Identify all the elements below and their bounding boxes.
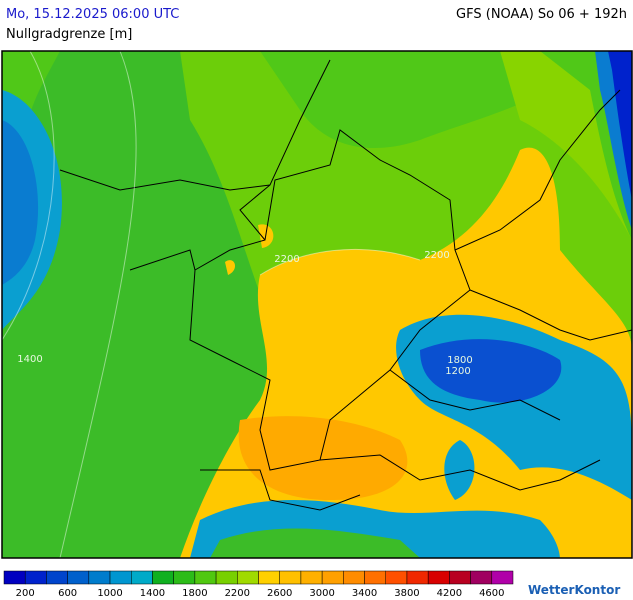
legend-label: 1000 xyxy=(97,588,122,599)
legend-swatch xyxy=(470,570,493,585)
borders xyxy=(59,59,633,511)
legend-swatch xyxy=(88,570,111,585)
legend-swatch xyxy=(258,570,280,585)
legend-swatch xyxy=(173,570,196,585)
legend-swatch xyxy=(67,570,90,585)
legend-label: 1400 xyxy=(140,588,165,599)
legend-label: 2200 xyxy=(225,588,250,599)
legend-label: 3400 xyxy=(352,588,377,599)
contours xyxy=(1,50,421,559)
legend-swatch xyxy=(406,570,429,585)
legend-label: 4200 xyxy=(437,588,462,599)
legend-label: 2600 xyxy=(267,588,292,599)
legend-swatch xyxy=(237,570,259,585)
contour-label: 1800 xyxy=(447,355,472,366)
legend-label: 600 xyxy=(58,588,77,599)
legend-swatch xyxy=(215,570,238,585)
contour-label: 1200 xyxy=(445,366,470,377)
contour-label: 1400 xyxy=(17,354,42,365)
legend-swatch xyxy=(427,570,450,585)
date-title: Mo, 15.12.2025 06:00 UTC xyxy=(6,7,180,22)
legend-swatch xyxy=(300,570,323,585)
model-info: GFS (NOAA) So 06 + 192h xyxy=(456,7,627,22)
legend-swatch xyxy=(152,570,174,585)
map-fill xyxy=(2,51,632,558)
legend-swatch xyxy=(385,570,408,585)
legend-swatch xyxy=(3,570,26,585)
legend-label: 3800 xyxy=(394,588,419,599)
legend-label: 1800 xyxy=(182,588,207,599)
parameter: Nullgradgrenze [m] xyxy=(6,27,133,42)
map-frame xyxy=(1,50,633,559)
legend-swatch xyxy=(24,570,47,585)
contour-label: 2200 xyxy=(424,250,449,261)
brand: WetterKontor xyxy=(528,583,620,597)
legend-swatch xyxy=(343,570,365,585)
legend-swatch xyxy=(46,570,68,585)
legend-swatch xyxy=(279,570,302,585)
legend-swatch xyxy=(491,570,514,585)
legend-swatch xyxy=(131,570,153,585)
legend-label: 3000 xyxy=(309,588,334,599)
legend-swatch xyxy=(109,570,132,585)
legend-swatch xyxy=(364,570,386,585)
legend-swatch xyxy=(449,570,471,585)
contour-label: 2200 xyxy=(274,254,299,265)
legend-label: 200 xyxy=(16,588,35,599)
legend-label: 4600 xyxy=(479,588,504,599)
legend-swatch xyxy=(194,570,217,585)
legend-swatch xyxy=(321,570,344,585)
